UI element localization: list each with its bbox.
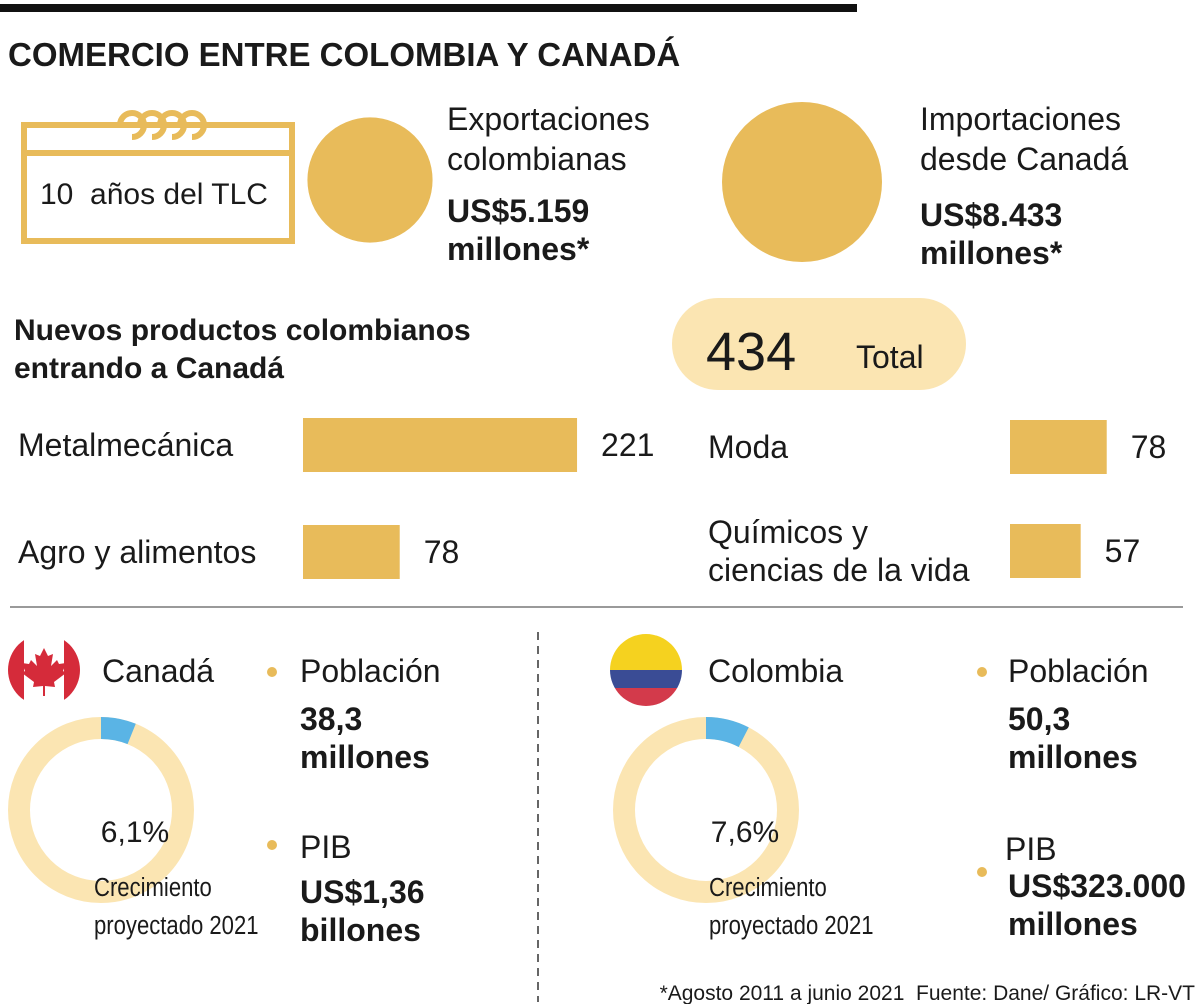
products-title: entrando a Canadá: [14, 352, 284, 385]
bullet: [267, 667, 277, 677]
growth-segment: [100, 717, 136, 745]
growth-value: 6,1%: [101, 816, 169, 849]
total-label: Total: [856, 339, 924, 375]
growth-value: 7,6%: [711, 816, 779, 849]
bar-value: 78: [1131, 429, 1167, 465]
bar-value: 221: [601, 427, 654, 463]
category-label: Moda: [708, 429, 788, 465]
category-label: Químicos y: [708, 514, 868, 550]
category-label: Metalmecánica: [18, 427, 233, 463]
products-title: Nuevos productos colombianos: [14, 314, 471, 347]
gdp-value: billones: [300, 912, 421, 948]
bar: [303, 418, 578, 472]
bar: [1010, 420, 1107, 474]
top-rule: [0, 4, 857, 12]
country-name: Colombia: [708, 653, 843, 689]
bar: [1010, 524, 1081, 578]
trade-bubble: [307, 117, 433, 243]
population-value: millones: [300, 739, 430, 775]
trade-label: desde Canadá: [920, 141, 1128, 177]
population-value: 50,3: [1008, 701, 1070, 737]
growth-caption: Crecimiento: [709, 873, 827, 902]
donut-track: [8, 717, 194, 903]
bar-value: 57: [1105, 533, 1141, 569]
bullet: [267, 840, 277, 850]
trade-value: US$8.433: [920, 197, 1062, 233]
donut-track: [613, 717, 799, 903]
tlc-icon: [21, 110, 295, 244]
gdp-label: PIB: [1005, 831, 1057, 867]
gdp-value: US$1,36: [300, 874, 425, 910]
title: COMERCIO ENTRE COLOMBIA Y CANADÁ: [8, 36, 680, 73]
population-label: Población: [300, 653, 441, 689]
bar-value: 78: [424, 534, 460, 570]
gdp-value: millones: [1008, 906, 1138, 942]
trade-value: US$5.159: [447, 193, 589, 229]
population-value: 38,3: [300, 701, 362, 737]
trade-label: colombianas: [447, 141, 627, 177]
tlc-label: 10 años del TLC: [40, 178, 268, 211]
category-label: ciencias de la vida: [708, 552, 970, 588]
growth-caption: proyectado 2021: [709, 911, 874, 940]
total-pill: [672, 298, 966, 390]
category-label: Agro y alimentos: [18, 534, 256, 570]
gdp-label: PIB: [300, 829, 352, 865]
population-value: millones: [1008, 739, 1138, 775]
trade-label: Exportaciones: [447, 101, 650, 137]
bullet: [977, 867, 987, 877]
total-value: 434: [706, 322, 796, 382]
growth-segment: [705, 717, 749, 748]
population-label: Población: [1008, 653, 1149, 689]
footnote: *Agosto 2011 a junio 2021 Fuente: Dane/ …: [660, 982, 1196, 1004]
trade-label: Importaciones: [920, 101, 1121, 137]
country-name: Canadá: [102, 653, 214, 689]
colombia-flag: [610, 634, 682, 706]
trade-bubble: [722, 102, 882, 262]
trade-value: millones*: [447, 231, 590, 267]
gdp-value: US$323.000: [1008, 868, 1186, 904]
bar: [303, 525, 400, 579]
growth-caption: Crecimiento: [94, 873, 212, 902]
growth-caption: proyectado 2021: [94, 911, 259, 940]
trade-value: millones*: [920, 235, 1063, 271]
canada-flag: [8, 634, 80, 706]
bullet: [977, 667, 987, 677]
